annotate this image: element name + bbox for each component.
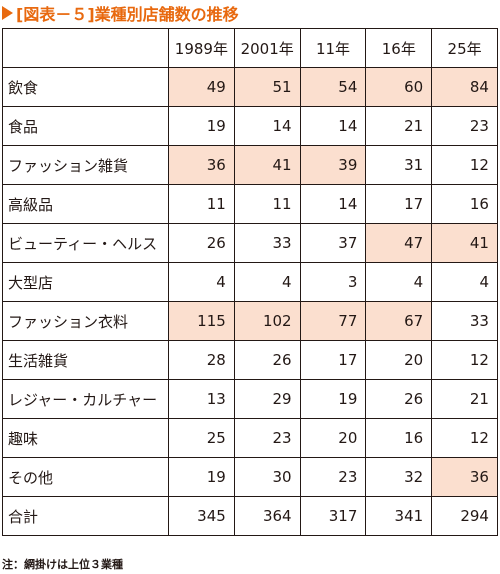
value-cell-highlighted: 54 (299, 67, 367, 107)
table-row: 大型店 4 4 3 4 4 (2, 262, 498, 302)
value-cell-highlighted: 115 (168, 301, 235, 341)
row-label: 生活雑貨 (2, 340, 169, 380)
table-row: 合計 345 364 317 341 294 (2, 496, 498, 536)
value-cell: 364 (233, 496, 301, 536)
row-label: ファッション雑貨 (2, 145, 169, 185)
value-cell: 317 (299, 496, 367, 536)
value-cell-highlighted: 49 (168, 67, 235, 107)
value-cell: 17 (299, 340, 367, 380)
value-cell: 4 (431, 262, 498, 302)
value-cell-highlighted: 39 (299, 145, 367, 185)
table-title: [図表－５]業種別店舗数の推移 (2, 0, 239, 26)
table-row: 食品 19 14 14 21 23 (2, 106, 498, 146)
column-header: 1989年 (168, 28, 235, 68)
value-cell: 4 (365, 262, 433, 302)
row-label: 食品 (2, 106, 169, 146)
value-cell: 12 (431, 340, 498, 380)
value-cell: 19 (299, 379, 367, 419)
value-cell-highlighted: 84 (431, 67, 498, 107)
value-cell-highlighted: 41 (233, 145, 301, 185)
value-cell: 12 (431, 145, 498, 185)
value-cell: 4 (233, 262, 301, 302)
value-cell: 16 (431, 184, 498, 224)
value-cell: 345 (168, 496, 235, 536)
value-cell-highlighted: 102 (233, 301, 301, 341)
value-cell: 3 (299, 262, 367, 302)
value-cell-highlighted: 67 (365, 301, 433, 341)
value-cell: 19 (168, 457, 235, 497)
value-cell-highlighted: 36 (168, 145, 235, 185)
column-header: 25年 (431, 28, 498, 68)
row-label: その他 (2, 457, 169, 497)
value-cell: 14 (299, 106, 367, 146)
column-header: 16年 (365, 28, 433, 68)
value-cell: 13 (168, 379, 235, 419)
table-row: ファッション衣料 115 102 77 67 33 (2, 301, 498, 341)
row-label: ビューティー・ヘルス (2, 223, 169, 263)
table-row: ファッション雑貨 36 41 39 31 12 (2, 145, 498, 185)
value-cell: 21 (365, 106, 433, 146)
table-row: その他 19 30 23 32 36 (2, 457, 498, 497)
value-cell: 14 (233, 106, 301, 146)
value-cell: 33 (233, 223, 301, 263)
triangle-marker-icon (2, 6, 13, 20)
value-cell: 29 (233, 379, 301, 419)
value-cell: 37 (299, 223, 367, 263)
value-cell-highlighted: 36 (431, 457, 498, 497)
table-row: 飲食 49 51 54 60 84 (2, 67, 498, 107)
column-header: 2001年 (233, 28, 301, 68)
value-cell: 26 (168, 223, 235, 263)
value-cell-highlighted: 41 (431, 223, 498, 263)
value-cell: 26 (365, 379, 433, 419)
header-row: 1989年 2001年 11年 16年 25年 (2, 28, 498, 68)
value-cell-highlighted: 77 (299, 301, 367, 341)
value-cell: 12 (431, 418, 498, 458)
value-cell: 11 (168, 184, 235, 224)
value-cell: 31 (365, 145, 433, 185)
value-cell: 294 (431, 496, 498, 536)
value-cell: 25 (168, 418, 235, 458)
value-cell: 19 (168, 106, 235, 146)
footnote: 注：網掛けは上位３業種 (2, 558, 123, 571)
value-cell: 4 (168, 262, 235, 302)
value-cell: 11 (233, 184, 301, 224)
value-cell: 20 (365, 340, 433, 380)
value-cell-highlighted: 47 (365, 223, 433, 263)
table-row: レジャー・カルチャー 13 29 19 26 21 (2, 379, 498, 419)
value-cell: 341 (365, 496, 433, 536)
row-label: 飲食 (2, 67, 169, 107)
value-cell: 23 (233, 418, 301, 458)
store-count-table: 1989年 2001年 11年 16年 25年 飲食 49 51 54 60 84 食品 19… (2, 28, 498, 536)
value-cell: 21 (431, 379, 498, 419)
table-row: 趣味 25 23 20 16 12 (2, 418, 498, 458)
value-cell: 32 (365, 457, 433, 497)
value-cell: 26 (233, 340, 301, 380)
table-body: 飲食 49 51 54 60 84 食品 19 14 14 21 23 ファッション雑貨 36 41 39 31… (2, 67, 498, 536)
value-cell: 14 (299, 184, 367, 224)
value-cell-highlighted: 60 (365, 67, 433, 107)
row-label: 合計 (2, 496, 169, 536)
value-cell: 17 (365, 184, 433, 224)
table-row: 高級品 11 11 14 17 16 (2, 184, 498, 224)
table-row: ビューティー・ヘルス 26 33 37 47 41 (2, 223, 498, 263)
row-label: ファッション衣料 (2, 301, 169, 341)
table-row: 生活雑貨 28 26 17 20 12 (2, 340, 498, 380)
value-cell: 30 (233, 457, 301, 497)
row-label: 大型店 (2, 262, 169, 302)
value-cell: 20 (299, 418, 367, 458)
value-cell: 16 (365, 418, 433, 458)
value-cell: 28 (168, 340, 235, 380)
row-label: 高級品 (2, 184, 169, 224)
value-cell-highlighted: 51 (233, 67, 301, 107)
column-header: 11年 (299, 28, 367, 68)
value-cell: 33 (431, 301, 498, 341)
value-cell: 23 (431, 106, 498, 146)
table-title-text: [図表－５]業種別店舗数の推移 (16, 5, 239, 24)
row-label: レジャー・カルチャー (2, 379, 169, 419)
value-cell: 23 (299, 457, 367, 497)
corner-cell (2, 28, 169, 68)
row-label: 趣味 (2, 418, 169, 458)
